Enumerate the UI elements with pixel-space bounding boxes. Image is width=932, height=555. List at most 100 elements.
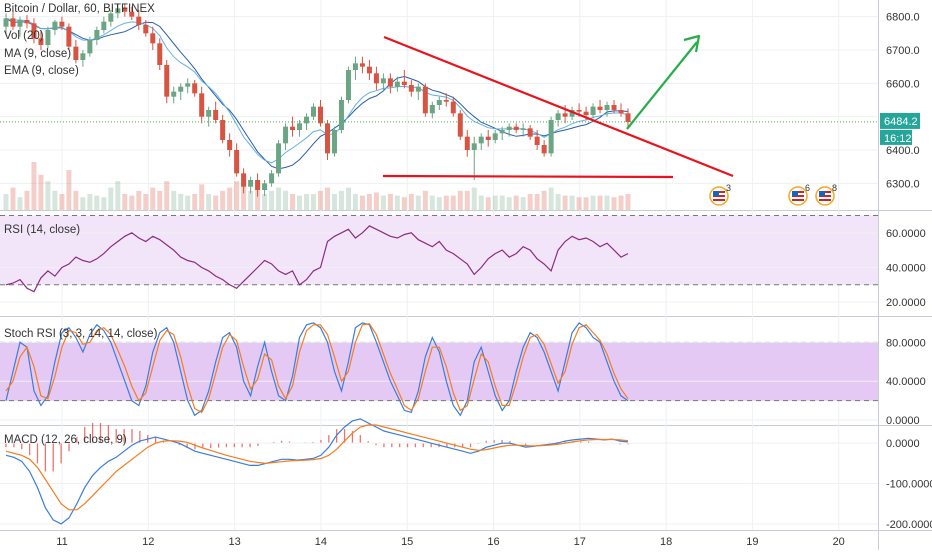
volume-bar: [220, 190, 226, 210]
ma-indicator-label[interactable]: MA (9, close): [4, 48, 72, 60]
macd-series-line: [5, 418, 629, 525]
y-tick-label: -100.0000: [886, 479, 932, 491]
volume-bar: [52, 190, 58, 210]
volume-bar: [359, 195, 365, 210]
volume-bar: [387, 194, 393, 210]
volume-bar: [143, 194, 149, 210]
volume-bar: [380, 195, 386, 210]
volume-bar: [234, 181, 240, 210]
candle-body: [359, 63, 365, 67]
x-tick-label: 19: [746, 536, 758, 548]
candle-body: [408, 85, 414, 92]
candle-body: [450, 101, 456, 114]
candle-body: [415, 86, 421, 92]
event-flag-ring: [815, 186, 835, 206]
volume-bar: [164, 181, 170, 210]
volume-bar: [436, 197, 442, 210]
volume-bar: [94, 195, 100, 210]
volume-bar: [604, 195, 610, 210]
symbol-title[interactable]: Bitcoin / Dollar, 60, BITFINEX: [4, 3, 155, 15]
volume-bar: [373, 192, 379, 210]
volume-bar: [227, 187, 233, 210]
volume-bar: [527, 194, 533, 210]
macd-pane-title[interactable]: MACD (12, 26, close, 9): [4, 434, 127, 446]
candle-body: [220, 120, 226, 140]
volume-bar: [290, 194, 296, 210]
x-tick-label: 14: [315, 536, 327, 548]
y-tick-label: -200.0000: [886, 519, 932, 531]
volume-bar: [429, 195, 435, 210]
ema-indicator-label[interactable]: EMA (9, close): [4, 65, 79, 77]
y-tick-label: 20.0000: [886, 297, 926, 309]
y-tick-label: 0.0000: [886, 415, 920, 427]
candle-body: [513, 126, 519, 130]
candle-body: [324, 123, 330, 154]
volume-bar: [443, 195, 449, 210]
volume-bar: [408, 194, 414, 210]
volume-bar: [506, 197, 512, 210]
candle-body: [227, 140, 233, 150]
candle-body: [478, 136, 484, 144]
volume-bar: [597, 195, 603, 210]
volume-bar: [611, 197, 617, 210]
x-tick-label: 20: [833, 536, 845, 548]
volume-bar: [248, 190, 254, 210]
rsi-pane-title[interactable]: RSI (14, close): [4, 224, 81, 236]
volume-bar: [324, 187, 330, 210]
candle-body: [115, 8, 121, 14]
volume-bar: [401, 197, 407, 210]
candle-body: [171, 91, 177, 97]
price-badge-box: [880, 112, 920, 129]
candle-body: [548, 120, 554, 154]
ma-9-line: [5, 17, 629, 170]
volume-bar: [192, 194, 198, 210]
volume-bar: [108, 187, 114, 210]
volume-bar: [73, 190, 79, 210]
candle-body: [618, 110, 624, 114]
x-tick-label: 12: [142, 536, 154, 548]
volume-bar: [534, 194, 540, 210]
volume-bar: [415, 195, 421, 210]
countdown-badge-text: 16:12: [884, 133, 912, 145]
volume-bar: [297, 195, 303, 210]
candle-body: [562, 113, 568, 117]
volume-bar: [394, 195, 400, 210]
event-flag-stripe: [713, 197, 725, 199]
candle-body: [576, 110, 582, 112]
volume-bar: [555, 194, 561, 210]
candle-body: [611, 105, 617, 110]
volume-bar: [10, 187, 16, 210]
stoch-rsi-series-line: [5, 323, 629, 414]
y-tick-label: 6300.0: [886, 178, 920, 190]
candle-body: [199, 93, 205, 117]
candle-body: [24, 20, 30, 24]
candle-body: [555, 113, 561, 120]
event-flag-stripe: [792, 197, 804, 199]
candle-body: [443, 100, 449, 102]
volume-bar: [471, 187, 477, 210]
volume-bar: [457, 190, 463, 210]
volume-bar: [59, 194, 65, 210]
volume-bar: [115, 181, 121, 210]
vol-indicator-label[interactable]: Vol (20): [4, 30, 44, 42]
volume-bar: [492, 195, 498, 210]
candle-body: [101, 21, 107, 30]
volume-bar: [17, 197, 23, 210]
candle-body: [401, 81, 407, 85]
candle-body: [157, 43, 163, 65]
volume-bar: [178, 194, 184, 210]
volume-bar: [422, 190, 428, 210]
candle-body: [352, 63, 358, 70]
volume-bar: [262, 194, 268, 210]
candle-body: [541, 145, 547, 154]
candle-body: [283, 126, 289, 144]
volume-bar: [513, 195, 519, 210]
event-flag-canton: [713, 191, 719, 196]
candle-body: [380, 78, 386, 84]
candle-body: [45, 30, 51, 45]
candle-body: [422, 86, 428, 114]
event-flag-count: 6: [805, 183, 810, 193]
stoch-rsi-pane-title[interactable]: Stoch RSI (3, 3, 14, 14, close): [4, 328, 158, 340]
volume-bar: [331, 194, 337, 210]
